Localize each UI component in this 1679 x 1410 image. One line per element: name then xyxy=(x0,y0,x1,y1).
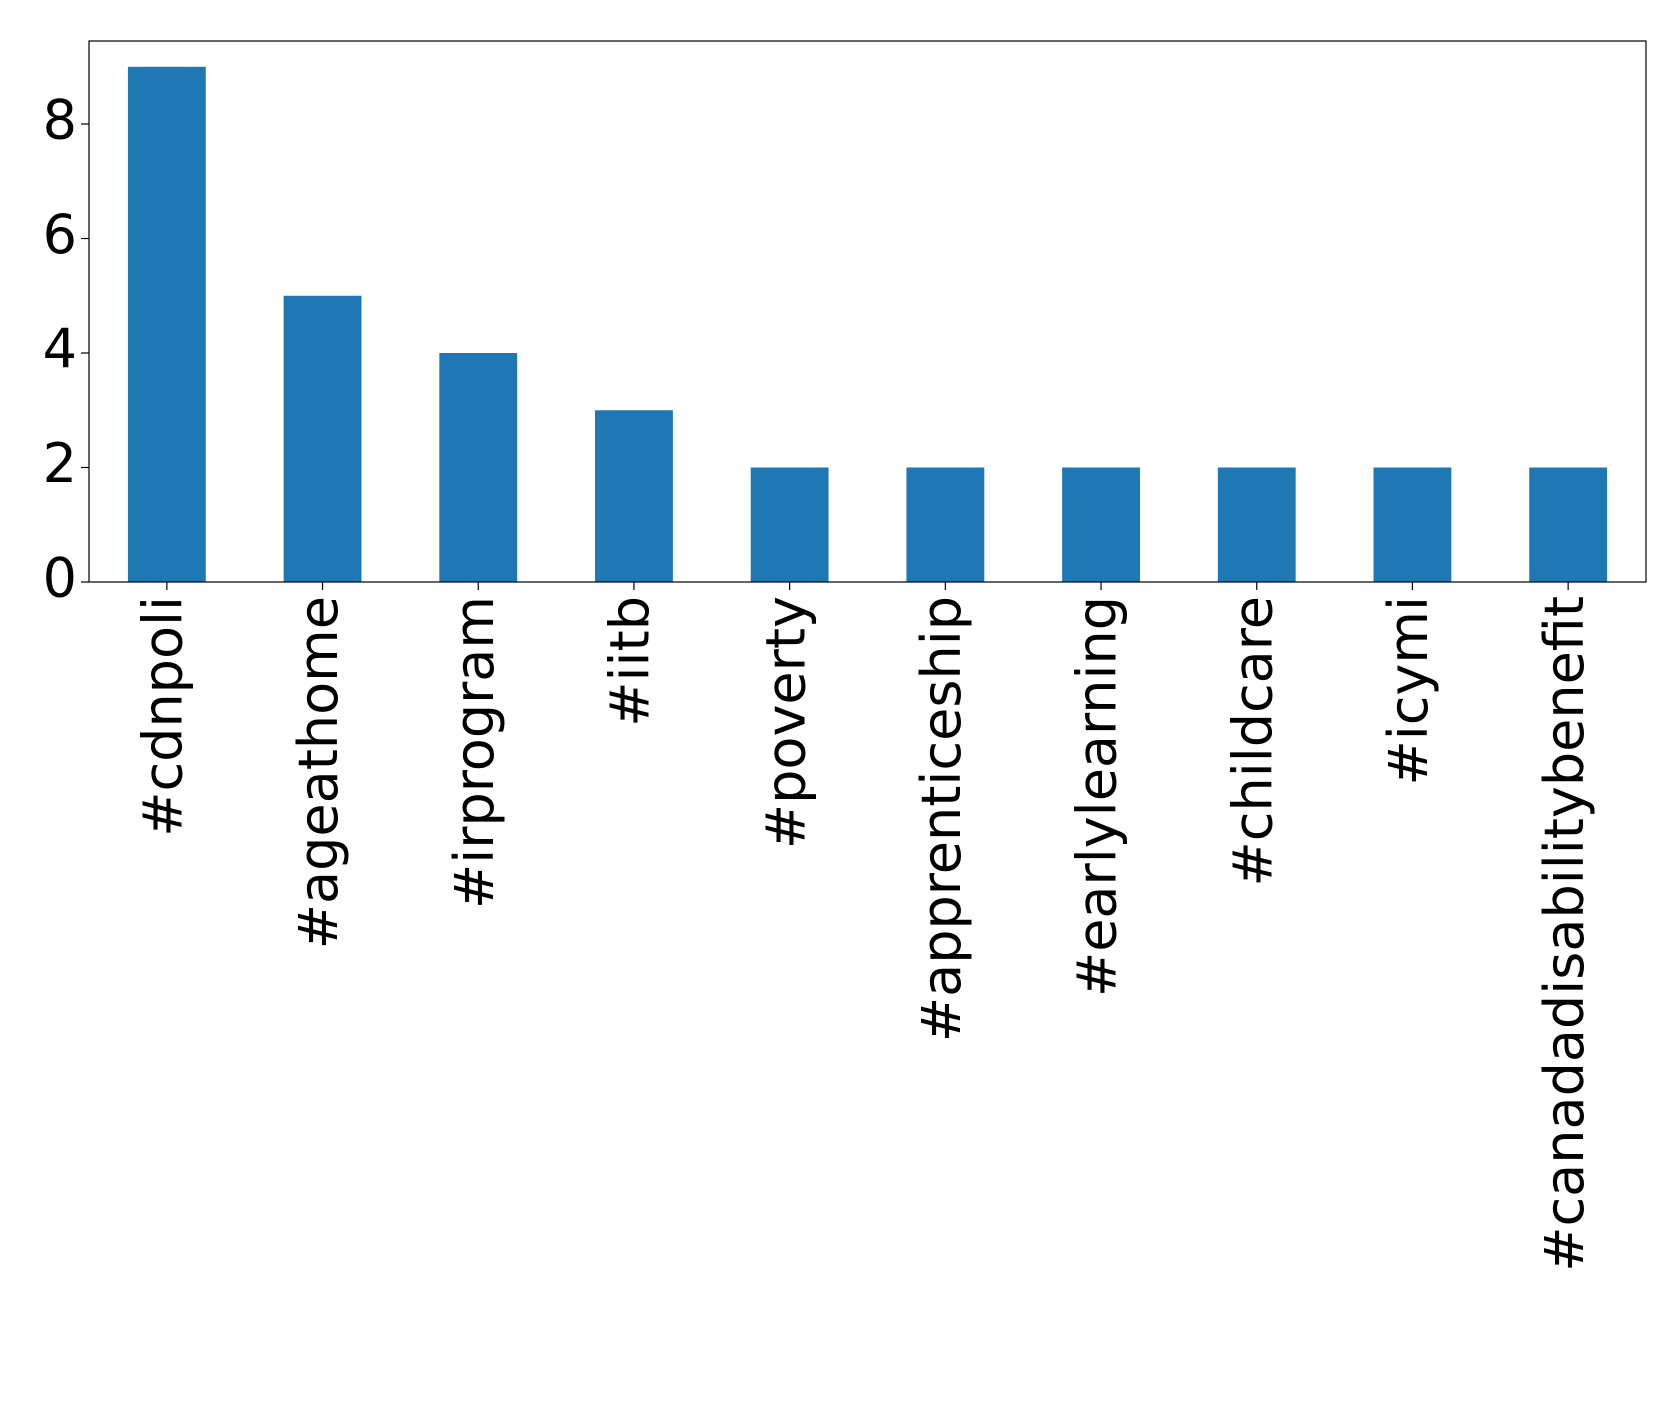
x-tick-label: #irprogram xyxy=(443,596,506,909)
y-tick-label: 0 xyxy=(43,547,77,610)
y-tick-label: 8 xyxy=(43,89,77,152)
x-tick-label: #apprenticeship xyxy=(910,596,973,1042)
bar xyxy=(1529,467,1608,582)
bar xyxy=(1217,467,1296,582)
bar xyxy=(127,66,206,582)
bar xyxy=(283,295,362,582)
x-tick-label: #iitb xyxy=(599,596,662,727)
y-tick-label: 2 xyxy=(43,432,77,495)
plot-frame xyxy=(88,40,1647,583)
bar xyxy=(750,467,829,582)
bar xyxy=(1373,467,1452,582)
y-tick-label: 6 xyxy=(43,203,77,266)
x-tick-label: #canadadisabilitybenefit xyxy=(1533,596,1596,1272)
bar xyxy=(595,410,673,582)
x-tick-label: #cdnpoli xyxy=(131,596,194,837)
x-tick-label: #ageathome xyxy=(287,596,350,949)
y-tick-label: 4 xyxy=(43,318,77,381)
x-tick-label: #childcare xyxy=(1221,596,1284,886)
x-tick-label: #earlylearning xyxy=(1066,596,1129,997)
bar xyxy=(906,467,985,582)
bar xyxy=(1062,467,1140,582)
x-tick-label: #poverty xyxy=(754,596,817,849)
bar xyxy=(439,353,518,582)
x-tick-label: #icymi xyxy=(1377,596,1440,786)
